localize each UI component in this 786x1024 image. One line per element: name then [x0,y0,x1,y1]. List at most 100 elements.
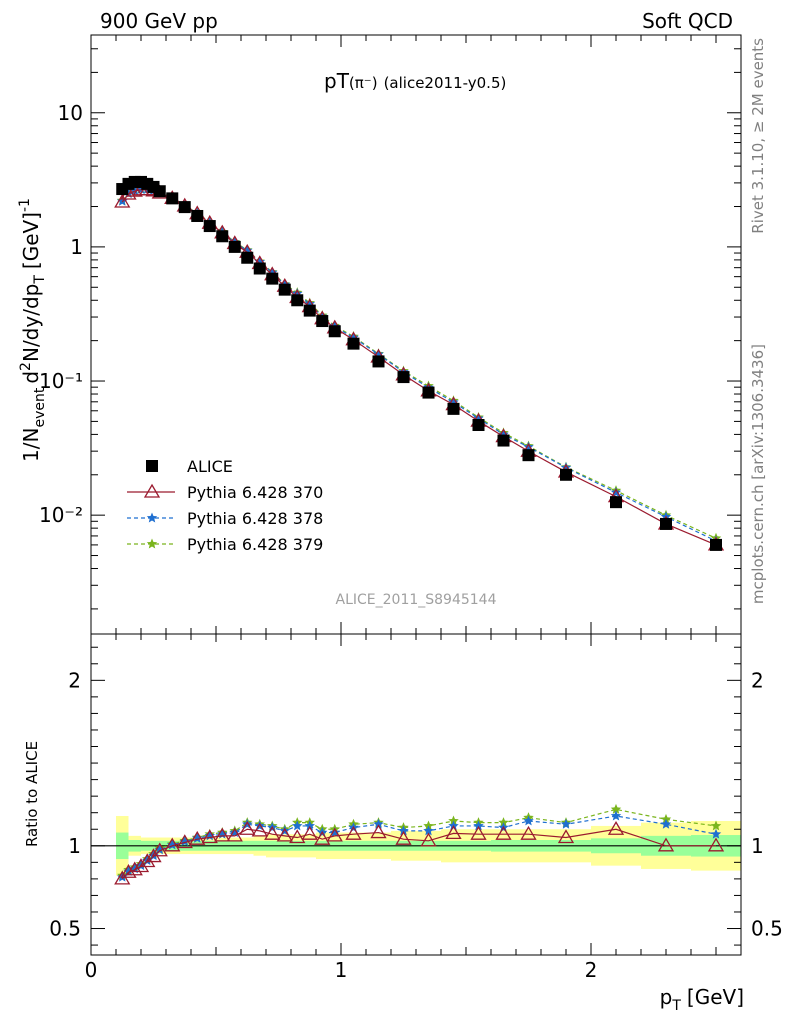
series-point-ratio-1 [420,832,437,847]
series-point-ratio-1 [226,827,243,842]
data-point [347,337,360,350]
series-point-ratio-2 [304,820,315,831]
x-axis-label: pT [GeV] [660,985,744,1014]
series-point-main-1 [114,193,131,208]
series-point-ratio-1 [301,825,318,840]
data-point [291,294,304,307]
ratio-plot-frame [90,633,742,956]
series-point-ratio-1 [251,822,268,837]
series-point-ratio-1 [176,834,193,849]
series-point-ratio-2 [473,820,484,831]
legend-label-3: Pythia 6.428 379 [187,535,323,554]
series-point-ratio-1 [657,837,675,852]
data-point [191,209,204,222]
x-tick-label: 1 [335,958,348,982]
y-tick-label: 1 [70,235,83,259]
chart-title-sub: (π⁻) [349,74,378,92]
header-left: 900 GeV pp [100,9,218,33]
legend: ALICE Pythia 6.428 370 Pythia 6.428 378 Pyt… [127,457,323,554]
data-point [203,220,216,233]
series-point-ratio-1 [607,820,625,835]
axes: 0 1 2 10⁻² 10⁻¹ 1 10 0.5 0.5 1 1 2 2 [39,34,783,982]
series-point-ratio-2 [660,818,672,829]
ratio-tick-label-right: 0.5 [751,917,783,941]
series-point-ratio-2 [560,818,572,829]
mcplots-reference-label: mcplots.cern.ch [arXiv:1306.3436] [749,344,767,604]
data-point [328,325,341,338]
data-point [422,386,435,399]
series-point-ratio-2 [398,825,409,836]
data-point [178,201,191,214]
data-point [153,185,166,198]
data-point [303,304,316,317]
legend-marker-2 [146,512,158,523]
series-point-ratio-2 [610,810,622,821]
series-point-ratio-1 [239,820,256,835]
ratio-tick-label-right: 2 [751,668,764,692]
legend-label-2: Pythia 6.428 378 [187,509,323,528]
series-point-ratio-1 [126,861,143,876]
ratio-tick-label-left: 2 [68,668,81,692]
series-point-ratio-2 [423,825,434,836]
series-point-ratio-1 [520,825,537,840]
series-line-ratio-1 [121,828,716,880]
series-point-ratio-1 [395,830,412,845]
data-point [397,371,410,384]
y-tick-label: 10 [58,101,83,125]
series-point-ratio-2 [123,865,134,876]
ratio-tick-label-left: 0.5 [49,917,81,941]
y-axis-label: 1/Neventd2N/dy/dpT[GeV]-1 [17,198,48,462]
data-point [660,517,672,530]
series-point-ratio-1 [214,827,231,842]
data-point [166,192,179,205]
legend-label-0: ALICE [187,457,233,476]
data-point [316,315,329,328]
ratio-tick-label-right: 1 [751,834,764,858]
svg-text:1/Neventd2N/dy/dpT[GeV]-1: 1/Neventd2N/dy/dpT[GeV]-1 [17,198,48,462]
chart-title-main: pT [324,69,350,93]
series-point-main-2 [117,195,128,206]
legend-label-1: Pythia 6.428 370 [187,483,323,502]
series-point-ratio-1 [201,829,218,844]
series-point-ratio-1 [276,827,293,842]
series-point-ratio-2 [154,844,165,855]
legend-marker-3 [146,538,158,549]
series-point-ratio-2 [523,815,534,826]
series-point-ratio-1 [151,842,168,857]
series-point-ratio-2 [292,820,303,831]
series-point-ratio-1 [445,825,462,840]
data-point [522,449,535,462]
y-tick-label: 10⁻¹ [39,369,83,393]
series-point-ratio-1 [470,825,487,840]
legend-marker-1 [143,483,161,498]
series-point-ratio-2 [373,818,384,829]
y-tick-label: 10⁻² [39,503,83,527]
chart-title-tag: (alice2011-y0.5) [384,74,507,92]
data-point [560,468,572,481]
series-point-ratio-1 [189,830,206,845]
series-point-ratio-1 [345,825,362,840]
legend-marker-0 [146,460,158,472]
series-layer [114,175,725,885]
x-tick-label: 2 [585,958,598,982]
data-point [228,240,241,253]
header-right: Soft QCD [642,9,733,33]
series-point-ratio-1 [707,837,725,852]
ratio-tick-label-left: 1 [68,834,81,858]
series-point-ratio-1 [314,830,331,845]
series-point-ratio-1 [132,858,150,873]
series-point-ratio-1 [557,829,575,844]
series-point-ratio-2 [217,828,228,839]
series-point-ratio-1 [164,837,181,852]
rivet-version-label: Rivet 3.1.10, ≥ 2M events [749,38,767,234]
series-point-ratio-1 [326,827,343,842]
data-point [610,496,622,509]
data-point [447,402,460,415]
series-point-ratio-1 [495,825,512,840]
data-point [253,262,266,275]
chart-title: pT(π⁻) (alice2011-y0.5) [324,69,506,93]
series-point-ratio-1 [370,824,387,839]
ratio-y-axis-label: Ratio to ALICE [23,741,41,847]
x-tick-label: 0 [85,958,98,982]
